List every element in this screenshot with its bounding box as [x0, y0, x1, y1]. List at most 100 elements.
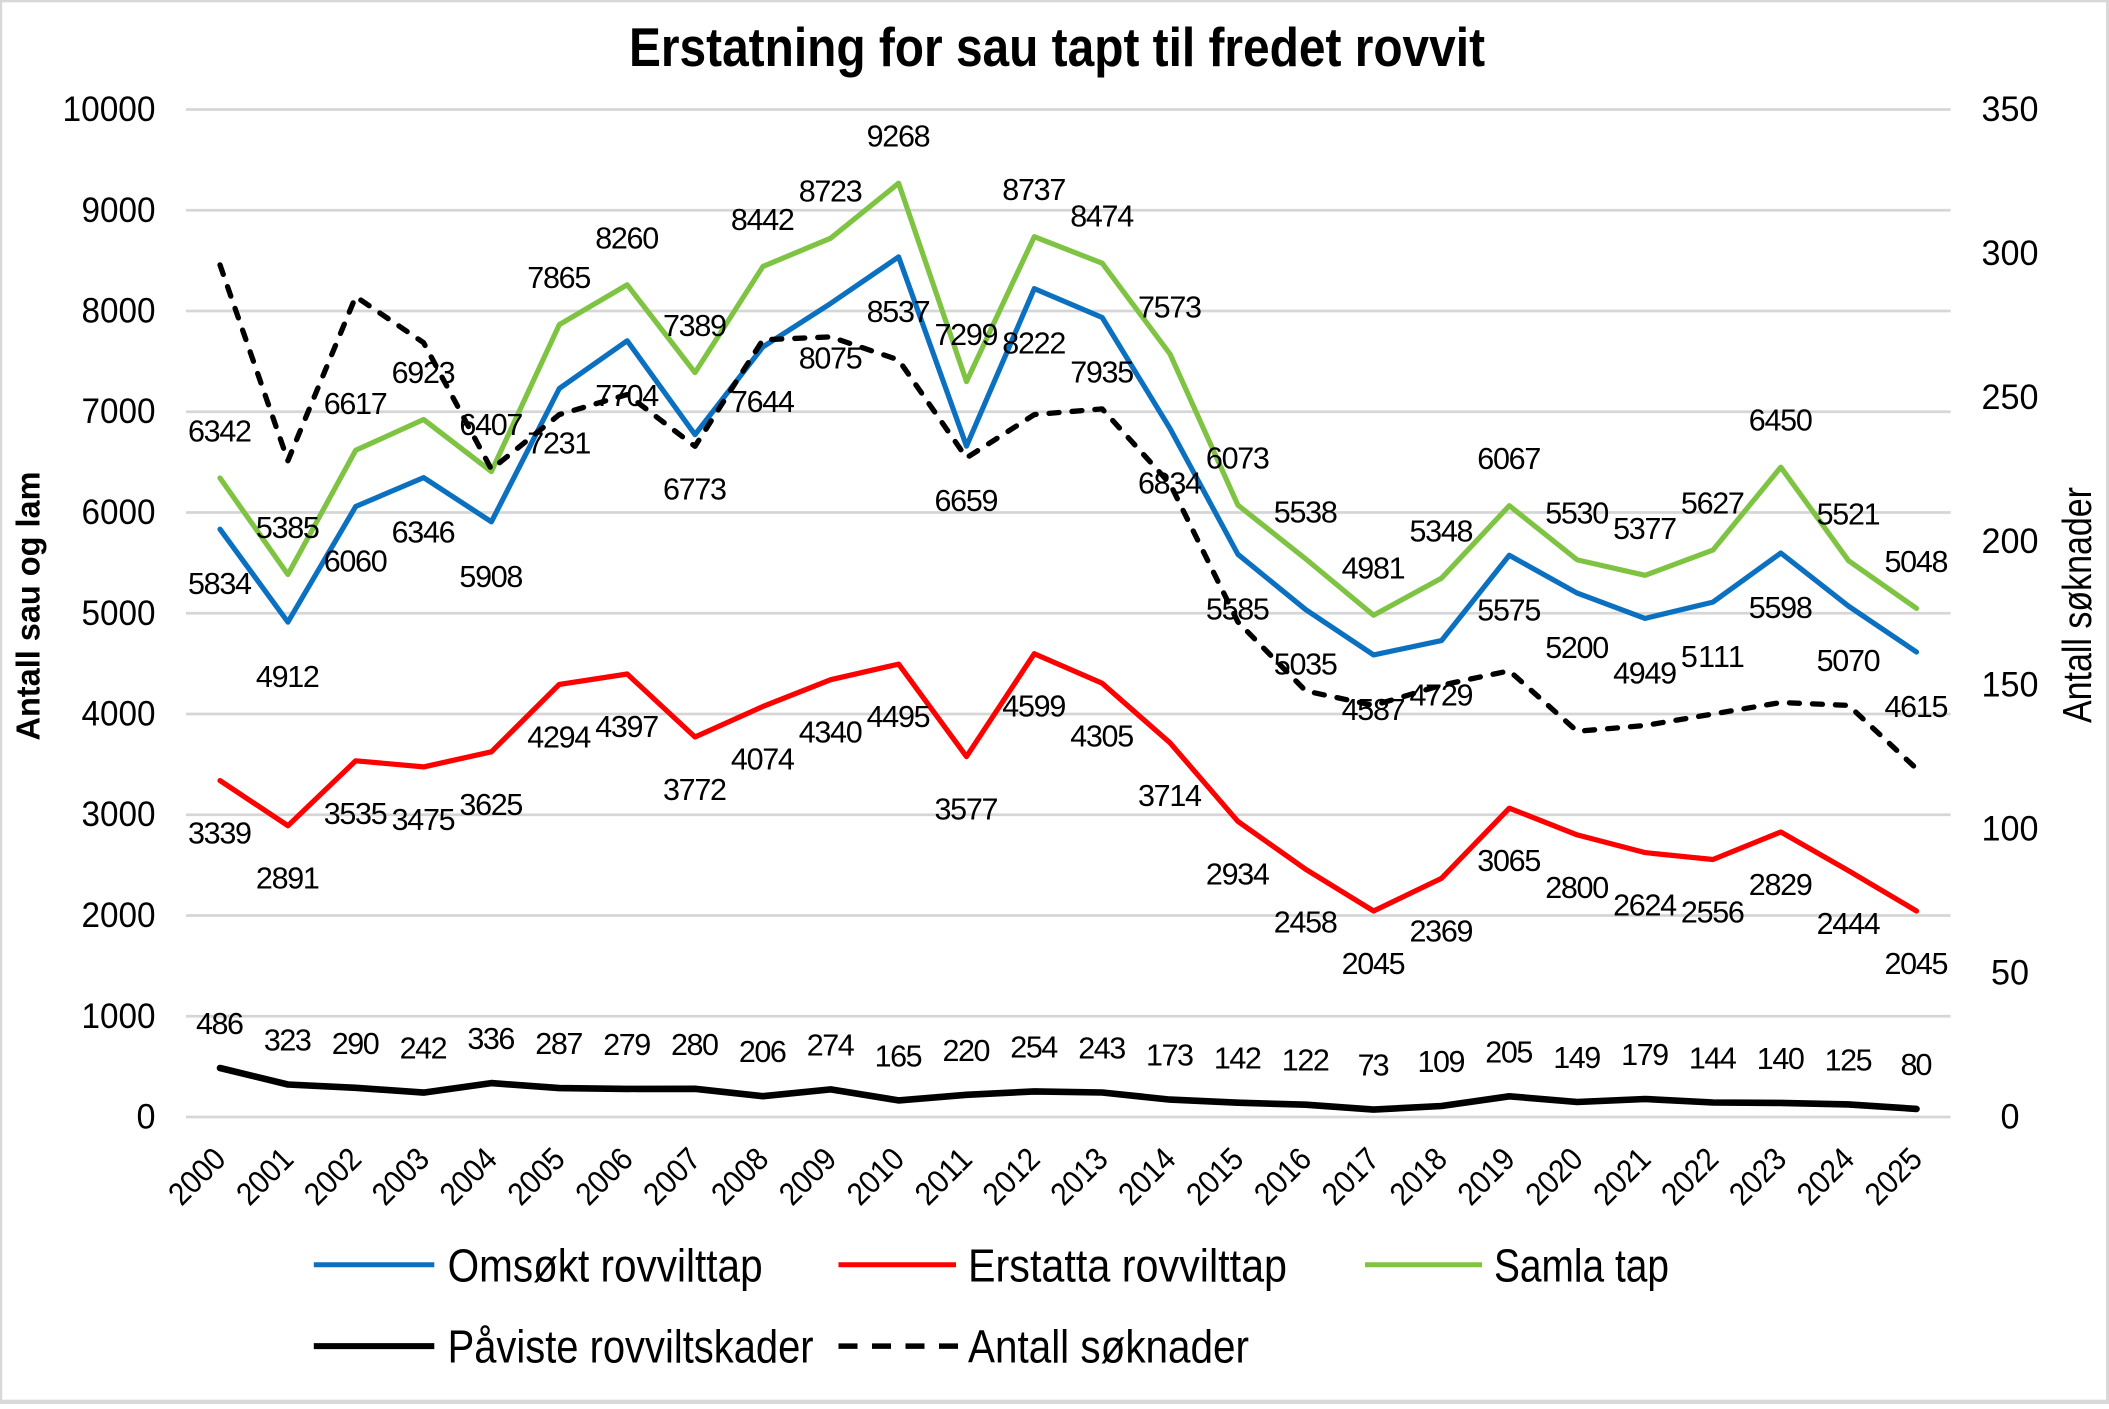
svg-text:Erstatning for sau tapt til fr: Erstatning for sau tapt til fredet rovvi… — [629, 16, 1485, 78]
svg-text:5035: 5035 — [1274, 648, 1338, 682]
svg-text:5575: 5575 — [1477, 593, 1541, 627]
svg-text:7935: 7935 — [1070, 356, 1134, 390]
svg-text:5538: 5538 — [1274, 496, 1338, 530]
svg-text:Antall søknader: Antall søknader — [968, 1321, 1249, 1373]
svg-text:9000: 9000 — [82, 191, 156, 230]
svg-text:2045: 2045 — [1342, 947, 1406, 981]
svg-text:3535: 3535 — [324, 797, 388, 831]
svg-text:2444: 2444 — [1817, 907, 1881, 941]
svg-text:7573: 7573 — [1138, 291, 1202, 325]
svg-text:2624: 2624 — [1613, 889, 1677, 923]
svg-text:254: 254 — [1010, 1030, 1058, 1064]
svg-text:4340: 4340 — [799, 716, 863, 750]
svg-text:300: 300 — [1982, 234, 2039, 273]
svg-text:4074: 4074 — [731, 743, 795, 777]
svg-text:3339: 3339 — [188, 817, 252, 851]
svg-text:3714: 3714 — [1138, 779, 1202, 813]
svg-text:5598: 5598 — [1749, 591, 1813, 625]
svg-text:6342: 6342 — [188, 415, 252, 449]
svg-text:243: 243 — [1078, 1032, 1126, 1066]
svg-text:125: 125 — [1825, 1043, 1873, 1077]
svg-text:3577: 3577 — [935, 793, 999, 827]
svg-text:5585: 5585 — [1206, 592, 1270, 626]
svg-text:5048: 5048 — [1885, 545, 1949, 579]
svg-text:287: 287 — [535, 1027, 583, 1061]
svg-text:8222: 8222 — [1002, 327, 1066, 361]
svg-text:0: 0 — [2001, 1098, 2020, 1137]
svg-text:109: 109 — [1418, 1045, 1466, 1079]
svg-text:5200: 5200 — [1545, 631, 1609, 665]
svg-text:8000: 8000 — [82, 292, 156, 331]
svg-text:4000: 4000 — [82, 695, 156, 734]
svg-text:220: 220 — [943, 1034, 991, 1068]
svg-text:8723: 8723 — [799, 175, 863, 209]
svg-text:200: 200 — [1982, 522, 2039, 561]
svg-text:250: 250 — [1982, 378, 2039, 417]
svg-text:149: 149 — [1553, 1041, 1601, 1075]
svg-text:10000: 10000 — [63, 90, 156, 129]
svg-text:8737: 8737 — [1002, 173, 1066, 207]
svg-text:7000: 7000 — [82, 392, 156, 431]
svg-text:4981: 4981 — [1342, 552, 1406, 586]
svg-text:50: 50 — [1991, 954, 2029, 993]
svg-text:323: 323 — [264, 1024, 312, 1058]
svg-text:Samla tap: Samla tap — [1494, 1239, 1669, 1291]
svg-text:5070: 5070 — [1817, 644, 1881, 678]
svg-text:3772: 3772 — [663, 773, 727, 807]
svg-text:8442: 8442 — [731, 203, 795, 237]
svg-text:Antall søknader: Antall søknader — [2054, 487, 2100, 723]
svg-text:486: 486 — [196, 1007, 244, 1041]
svg-text:4305: 4305 — [1070, 719, 1134, 753]
svg-text:142: 142 — [1214, 1042, 1262, 1076]
svg-text:Erstatta rovvilttap: Erstatta rovvilttap — [968, 1239, 1287, 1291]
svg-text:4729: 4729 — [1410, 679, 1474, 713]
svg-text:2891: 2891 — [256, 862, 320, 896]
svg-text:3000: 3000 — [82, 795, 156, 834]
svg-text:4397: 4397 — [595, 710, 659, 744]
svg-text:144: 144 — [1689, 1042, 1737, 1076]
svg-text:5521: 5521 — [1817, 497, 1881, 531]
svg-text:5348: 5348 — [1410, 515, 1474, 549]
svg-text:2000: 2000 — [82, 896, 156, 935]
svg-text:242: 242 — [400, 1032, 448, 1066]
svg-text:4294: 4294 — [527, 720, 591, 754]
svg-text:7389: 7389 — [663, 309, 727, 343]
svg-text:5627: 5627 — [1681, 487, 1745, 521]
svg-text:5908: 5908 — [459, 560, 523, 594]
svg-text:5530: 5530 — [1545, 496, 1609, 530]
svg-text:279: 279 — [603, 1028, 651, 1062]
svg-text:100: 100 — [1982, 810, 2039, 849]
svg-text:2934: 2934 — [1206, 857, 1270, 891]
svg-text:6407: 6407 — [459, 408, 523, 442]
svg-text:2369: 2369 — [1410, 914, 1474, 948]
svg-text:2458: 2458 — [1274, 905, 1338, 939]
svg-text:4599: 4599 — [1002, 690, 1066, 724]
svg-text:6073: 6073 — [1206, 442, 1270, 476]
svg-text:7704: 7704 — [595, 379, 659, 413]
svg-text:6060: 6060 — [324, 545, 388, 579]
svg-text:4495: 4495 — [867, 700, 931, 734]
svg-text:80: 80 — [1901, 1048, 1933, 1082]
svg-text:2800: 2800 — [1545, 871, 1609, 905]
svg-text:7299: 7299 — [935, 318, 999, 352]
svg-text:7644: 7644 — [731, 385, 795, 419]
svg-text:2045: 2045 — [1885, 947, 1949, 981]
svg-text:4912: 4912 — [256, 660, 320, 694]
svg-text:6067: 6067 — [1477, 442, 1541, 476]
svg-text:5834: 5834 — [188, 567, 252, 601]
svg-text:6617: 6617 — [324, 387, 388, 421]
svg-text:2829: 2829 — [1749, 868, 1813, 902]
svg-text:3475: 3475 — [392, 803, 456, 837]
svg-text:6773: 6773 — [663, 473, 727, 507]
svg-text:179: 179 — [1621, 1038, 1669, 1072]
svg-text:3065: 3065 — [1477, 844, 1541, 878]
svg-text:6659: 6659 — [935, 484, 999, 518]
svg-text:5385: 5385 — [256, 511, 320, 545]
svg-text:4615: 4615 — [1885, 690, 1949, 724]
svg-text:2556: 2556 — [1681, 896, 1745, 930]
svg-text:290: 290 — [332, 1027, 380, 1061]
svg-text:336: 336 — [467, 1022, 515, 1056]
svg-text:5111: 5111 — [1681, 640, 1745, 674]
svg-text:Omsøkt rovvilttap: Omsøkt rovvilttap — [448, 1239, 763, 1291]
svg-text:6923: 6923 — [392, 356, 456, 390]
